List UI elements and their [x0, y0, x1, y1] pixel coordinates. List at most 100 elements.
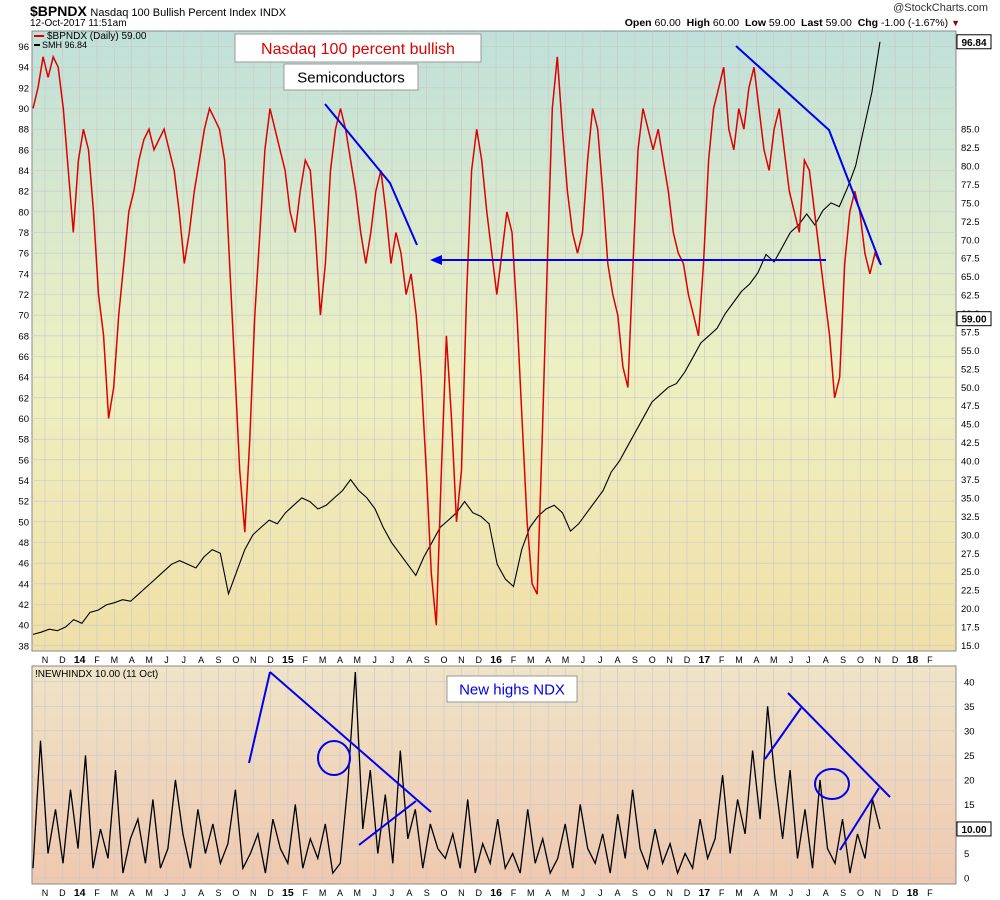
- x-tick-label-lower: A: [337, 888, 343, 898]
- y-left-tick-label: 58: [18, 435, 29, 446]
- y-left-tick-label: 78: [18, 228, 29, 239]
- right-label-bpndx-box: [956, 311, 992, 327]
- x-tick-label-lower: D: [892, 888, 899, 898]
- annotation-semis-box: [283, 63, 419, 91]
- symbol: $BPNDX: [30, 3, 87, 19]
- x-tick-label: D: [59, 655, 66, 665]
- x-tick-label: 17: [698, 654, 710, 666]
- quote-bar: Open 60.00 High 60.00 Low 59.00 Last 59.…: [624, 17, 960, 29]
- x-tick-label-lower: A: [823, 888, 829, 898]
- y-lower-tick-label: 35: [964, 702, 975, 713]
- y-left-tick-label: 90: [18, 104, 29, 115]
- x-tick-label-lower: M: [735, 888, 743, 898]
- x-tick-label-lower: A: [615, 888, 621, 898]
- exchange: INDX: [259, 7, 287, 19]
- y-left-tick-label: 56: [18, 455, 29, 466]
- x-tick-label-lower: D: [267, 888, 274, 898]
- y-right-tick-label: 72.5: [961, 217, 980, 228]
- x-tick-label-lower: S: [632, 888, 638, 898]
- trendline-lower-up-late-2017: [839, 787, 880, 851]
- x-tick-label: S: [840, 655, 846, 665]
- x-tick-label: M: [770, 655, 778, 665]
- annotation-nasdaq-box: [234, 33, 482, 63]
- x-tick-label-lower: J: [789, 888, 794, 898]
- x-tick-label-lower: F: [719, 888, 725, 898]
- right-label-bpndx: 59.00: [961, 315, 986, 326]
- legend-smh: SMH 96.84: [42, 40, 87, 50]
- x-tick-label-lower: D: [476, 888, 483, 898]
- x-tick-label: D: [892, 655, 899, 665]
- x-tick-label: D: [476, 655, 483, 665]
- x-tick-label: N: [458, 655, 465, 665]
- x-tick-label: S: [424, 655, 430, 665]
- y-left-tick-label: 66: [18, 352, 29, 363]
- trendline-lower-down-2017: [787, 692, 891, 798]
- x-tick-label: M: [145, 655, 153, 665]
- x-tick-label: S: [215, 655, 221, 665]
- x-tick-label-lower: A: [753, 888, 759, 898]
- x-tick-label-lower: M: [111, 888, 119, 898]
- y-lower-tick-label: 20: [964, 775, 975, 786]
- y-lower-tick-label: 30: [964, 726, 975, 737]
- y-right-tick-label: 70.0: [961, 235, 980, 246]
- x-tick-label-lower: A: [545, 888, 551, 898]
- x-tick-label-lower: N: [875, 888, 882, 898]
- annotation-newhighs: New highs NDX: [459, 681, 565, 698]
- y-right-tick-label: 40.0: [961, 457, 980, 468]
- y-right-tick-label: 47.5: [961, 401, 980, 412]
- y-right-tick-label: 80.0: [961, 161, 980, 172]
- x-tick-label: M: [527, 655, 535, 665]
- y-left-tick-label: 40: [18, 621, 29, 632]
- y-right-tick-label: 32.5: [961, 512, 980, 523]
- x-tick-label-lower: O: [649, 888, 656, 898]
- x-tick-label-lower: S: [424, 888, 430, 898]
- x-tick-label: J: [164, 655, 169, 665]
- x-tick-label: F: [303, 655, 309, 665]
- x-tick-label: S: [632, 655, 638, 665]
- trendline-lower-up-2017: [764, 707, 802, 760]
- y-right-tick-label: 20.0: [961, 604, 980, 615]
- annotation-nasdaq: Nasdaq 100 percent bullish: [261, 41, 455, 58]
- right-label-newhighs-box: [956, 821, 992, 837]
- y-right-tick-label: 25.0: [961, 567, 980, 578]
- main-plot-area: [31, 30, 957, 652]
- y-left-tick-label: 76: [18, 249, 29, 260]
- x-tick-label: F: [94, 655, 100, 665]
- y-right-tick-label: 42.5: [961, 438, 980, 449]
- x-tick-label: J: [581, 655, 586, 665]
- x-tick-label: M: [319, 655, 327, 665]
- change-value: -1.00 (-1.67%): [881, 17, 949, 29]
- right-label-smh: 96.84: [961, 38, 986, 49]
- y-right-tick-label: 85.0: [961, 125, 980, 136]
- open-value: 60.00: [654, 17, 681, 29]
- y-lower-tick-label: 40: [964, 677, 975, 688]
- x-tick-label: N: [250, 655, 257, 665]
- y-left-tick-label: 72: [18, 290, 29, 301]
- x-tick-label: A: [753, 655, 759, 665]
- low-value: 59.00: [768, 17, 796, 29]
- x-tick-label: A: [129, 655, 135, 665]
- x-tick-label-lower: S: [840, 888, 846, 898]
- y-right-tick-label: 35.0: [961, 493, 980, 504]
- y-left-tick-label: 60: [18, 414, 29, 425]
- x-tick-label: J: [372, 655, 377, 665]
- circle-2017: [814, 768, 850, 800]
- x-tick-label-lower: M: [319, 888, 327, 898]
- chart-title: $BPNDX Nasdaq 100 Bullish Percent Index …: [30, 3, 286, 19]
- y-right-tick-label: 30.0: [961, 530, 980, 541]
- series-newhighs-line: [32, 671, 881, 876]
- x-tick-label: M: [111, 655, 119, 665]
- y-left-tick-label: 38: [18, 641, 29, 652]
- brand-logo[interactable]: @StockCharts.com: [893, 2, 988, 14]
- x-tick-label-lower: D: [684, 888, 691, 898]
- x-tick-label: A: [823, 655, 829, 665]
- x-tick-label: O: [232, 655, 239, 665]
- index-name: Nasdaq 100 Bullish Percent Index: [90, 7, 257, 19]
- trendline-lower-up-2014: [248, 671, 271, 764]
- annotation-semis: Semiconductors: [297, 69, 405, 86]
- y-left-tick-label: 44: [18, 579, 29, 590]
- y-lower-tick-label: 25: [964, 751, 975, 762]
- x-tick-label-lower: M: [145, 888, 153, 898]
- y-left-tick-label: 50: [18, 517, 29, 528]
